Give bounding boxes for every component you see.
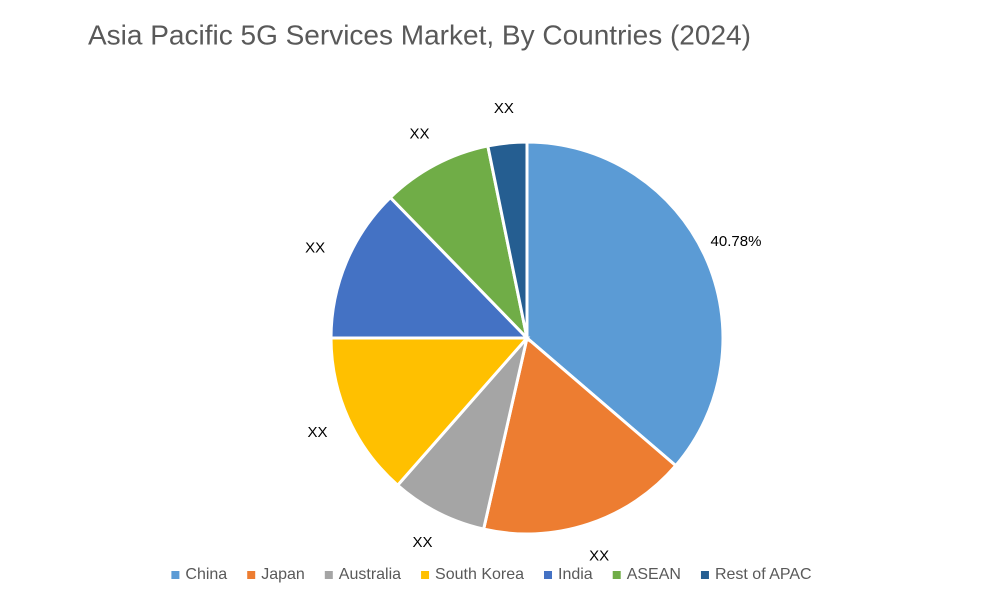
pie-slice bbox=[486, 140, 529, 339]
legend-swatch bbox=[544, 571, 553, 579]
data-label: XX bbox=[589, 547, 609, 564]
pie-slice bbox=[388, 144, 530, 343]
data-label: XX bbox=[494, 100, 514, 117]
legend-label: Rest of APAC bbox=[715, 566, 812, 583]
pie-slice bbox=[329, 336, 531, 488]
legend-swatch bbox=[700, 571, 709, 579]
chart-title: Asia Pacific 5G Services Market, By Coun… bbox=[88, 19, 751, 50]
legend: China Japan Australia South Korea India ASEAN… bbox=[171, 566, 812, 583]
legend-label: South Korea bbox=[435, 566, 524, 583]
legend-swatch bbox=[171, 571, 180, 579]
legend-label: China bbox=[185, 566, 227, 583]
data-label: XX bbox=[412, 534, 432, 551]
pie-slice bbox=[525, 140, 725, 468]
pie: 40.78% XX XX XX XX XX XX bbox=[305, 100, 761, 564]
legend-swatch bbox=[247, 571, 256, 579]
data-label: XX bbox=[307, 424, 327, 441]
legend-swatch bbox=[421, 571, 430, 579]
legend-label: ASEAN bbox=[627, 566, 681, 583]
legend-label: Japan bbox=[261, 566, 305, 583]
legend-label: India bbox=[558, 566, 593, 583]
data-label: XX bbox=[409, 126, 429, 143]
legend-swatch bbox=[612, 571, 621, 579]
legend-label: Australia bbox=[339, 566, 401, 583]
data-label: 40.78% bbox=[711, 233, 762, 250]
legend-swatch bbox=[324, 571, 333, 579]
pie-slice bbox=[481, 335, 678, 536]
pie-slice bbox=[329, 195, 531, 340]
data-label: XX bbox=[305, 240, 325, 257]
pie-slice bbox=[395, 337, 529, 531]
